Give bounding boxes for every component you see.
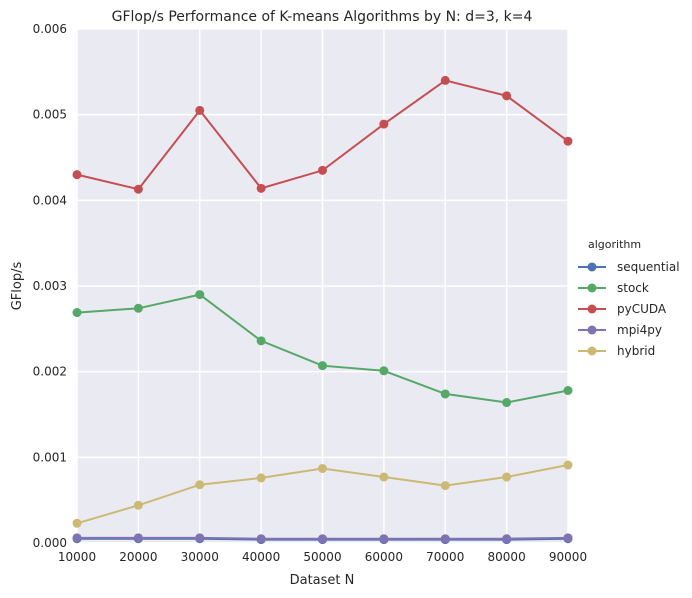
y-axis-ticks: 0.000 0.001 0.002 0.003 0.004 0.005 0.006 bbox=[33, 22, 67, 550]
legend-item: sequential bbox=[578, 260, 680, 274]
data-point bbox=[72, 170, 82, 180]
data-point bbox=[440, 75, 450, 85]
data-point bbox=[502, 398, 512, 408]
x-tick-label: 60000 bbox=[365, 550, 403, 564]
data-point bbox=[379, 366, 389, 376]
series-hybrid bbox=[72, 460, 573, 528]
x-tick-label: 30000 bbox=[181, 550, 219, 564]
y-tick-label: 0.002 bbox=[33, 365, 67, 379]
y-tick-label: 0.003 bbox=[33, 279, 67, 293]
data-point bbox=[195, 105, 205, 115]
legend-item: stock bbox=[578, 281, 649, 295]
legend-marker bbox=[587, 304, 597, 314]
x-tick-label: 20000 bbox=[119, 550, 157, 564]
data-point bbox=[440, 481, 450, 491]
x-tick-label: 10000 bbox=[58, 550, 96, 564]
data-point bbox=[563, 460, 573, 470]
x-tick-label: 50000 bbox=[303, 550, 341, 564]
x-axis-label: Dataset N bbox=[290, 573, 355, 588]
data-point bbox=[502, 91, 512, 101]
data-point bbox=[256, 183, 266, 193]
x-tick-label: 70000 bbox=[426, 550, 464, 564]
data-point bbox=[563, 136, 573, 146]
chart-title: GFlop/s Performance of K-means Algorithm… bbox=[112, 9, 533, 25]
data-point bbox=[256, 336, 266, 346]
data-point bbox=[440, 534, 450, 544]
y-tick-label: 0.001 bbox=[33, 450, 67, 464]
data-point bbox=[195, 480, 205, 490]
y-tick-label: 0.004 bbox=[33, 193, 67, 207]
y-tick-label: 0.000 bbox=[33, 536, 67, 550]
data-point bbox=[318, 361, 327, 371]
legend: algorithm sequential stock pyCUDA mpi4py hyb… bbox=[578, 238, 680, 358]
legend-item: pyCUDA bbox=[578, 302, 667, 316]
data-point bbox=[133, 303, 143, 313]
legend-marker bbox=[587, 325, 597, 335]
data-point bbox=[563, 533, 573, 543]
legend-label: mpi4py bbox=[617, 323, 662, 337]
data-point bbox=[133, 184, 143, 194]
x-axis-ticks: 10000 20000 30000 40000 50000 60000 70000 80000… bbox=[58, 550, 587, 564]
data-point bbox=[318, 463, 327, 473]
data-point bbox=[133, 500, 143, 510]
x-tick-label: 40000 bbox=[242, 550, 280, 564]
series-mpi4py bbox=[72, 533, 573, 544]
series-group bbox=[72, 75, 573, 545]
x-tick-label: 80000 bbox=[488, 550, 526, 564]
y-tick-label: 0.006 bbox=[33, 22, 67, 36]
y-axis-label: GFlop/s bbox=[10, 262, 25, 311]
data-point bbox=[318, 165, 327, 175]
legend-marker bbox=[587, 283, 597, 293]
legend-item: mpi4py bbox=[578, 323, 662, 337]
x-tick-label: 90000 bbox=[549, 550, 587, 564]
data-point bbox=[563, 386, 573, 396]
legend-label: pyCUDA bbox=[617, 302, 667, 316]
data-point bbox=[379, 472, 389, 482]
grid bbox=[76, 28, 569, 544]
data-point bbox=[195, 533, 205, 543]
data-point bbox=[502, 472, 512, 482]
legend-marker bbox=[587, 346, 597, 356]
data-point bbox=[502, 534, 512, 544]
legend-label: sequential bbox=[617, 260, 680, 274]
data-point bbox=[195, 290, 205, 300]
legend-label: stock bbox=[617, 281, 649, 295]
data-point bbox=[440, 389, 450, 399]
legend-item: hybrid bbox=[578, 344, 655, 358]
data-point bbox=[318, 534, 327, 544]
data-point bbox=[72, 533, 82, 543]
legend-marker bbox=[587, 262, 597, 272]
series-stock bbox=[72, 290, 573, 408]
legend-label: hybrid bbox=[617, 344, 655, 358]
data-point bbox=[256, 534, 266, 544]
data-point bbox=[133, 533, 143, 543]
legend-title: algorithm bbox=[588, 238, 641, 251]
data-point bbox=[72, 308, 82, 318]
data-point bbox=[256, 473, 266, 483]
data-point bbox=[379, 534, 389, 544]
y-tick-label: 0.005 bbox=[33, 108, 67, 122]
series-pyCUDA bbox=[72, 75, 573, 194]
data-point bbox=[72, 518, 82, 528]
data-point bbox=[379, 119, 389, 129]
